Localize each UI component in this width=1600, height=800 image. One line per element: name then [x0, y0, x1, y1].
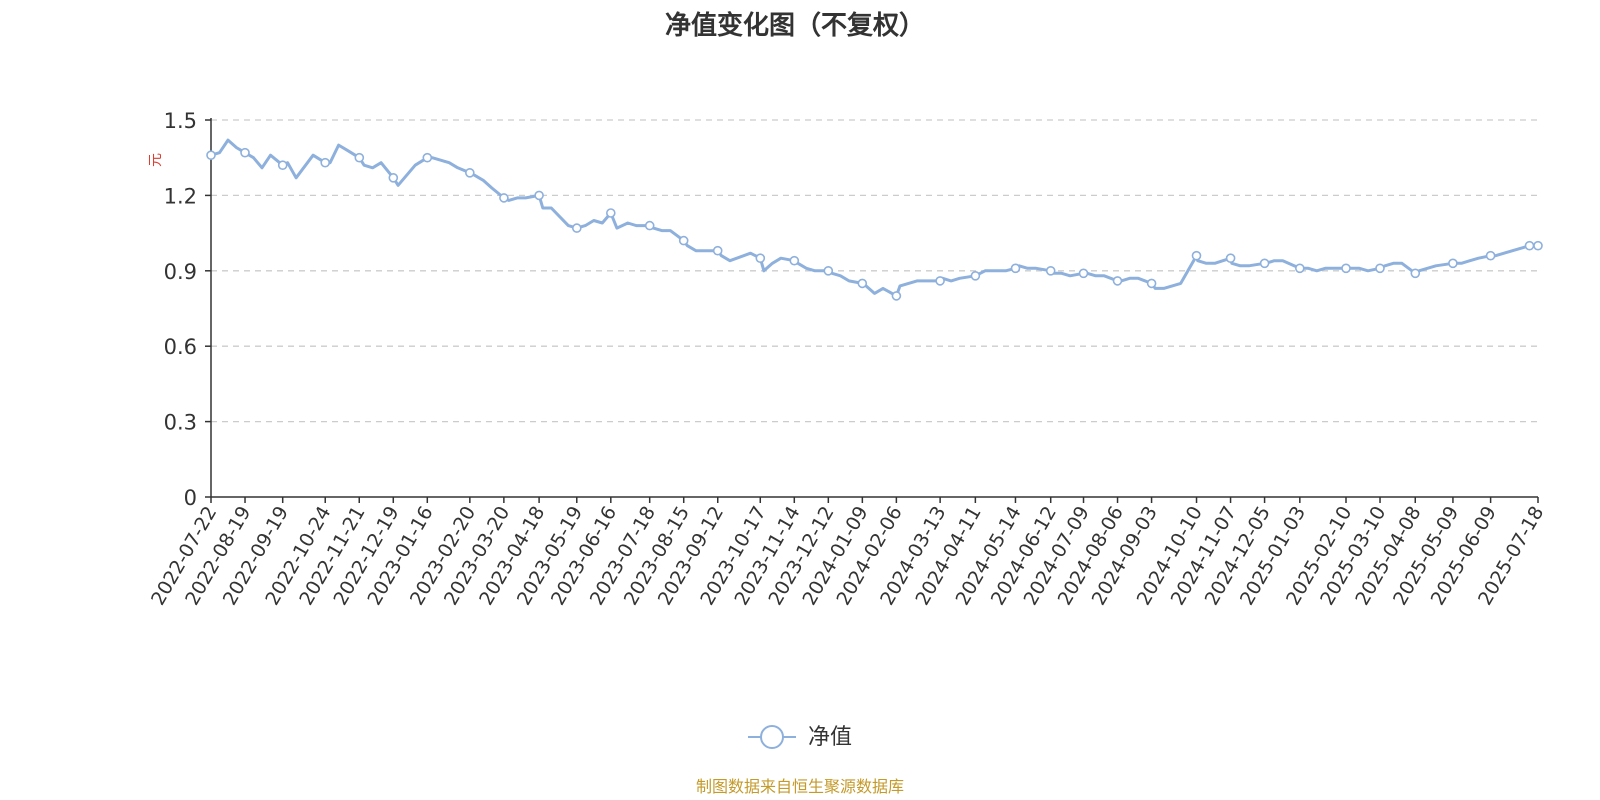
y-tick-label: 0.9	[164, 260, 197, 284]
data-point	[755, 253, 766, 264]
data-point	[240, 147, 250, 158]
data-point	[277, 160, 288, 170]
data-point	[1112, 276, 1123, 286]
legend-circle-marker	[760, 725, 784, 749]
data-point	[388, 173, 399, 183]
data-point	[499, 193, 509, 203]
grid-lines	[211, 119, 1538, 423]
data-point	[1375, 263, 1385, 274]
data-point	[1485, 250, 1496, 261]
data-point	[935, 276, 945, 286]
x-axis-ticks: 2022-07-222022-08-192022-09-192022-10-24…	[147, 497, 1548, 609]
data-point	[1533, 240, 1543, 251]
data-point	[354, 152, 365, 163]
data-source-note: 制图数据来自恒生聚源数据库	[696, 777, 904, 796]
data-point	[1295, 263, 1305, 274]
data-point	[1410, 268, 1421, 279]
y-axis-unit-label: 元	[148, 153, 164, 167]
data-point	[1448, 258, 1458, 269]
data-point	[644, 220, 655, 231]
data-point	[1078, 268, 1089, 279]
chart-title: 净值变化图（不复权）	[665, 10, 925, 41]
series-points	[206, 147, 1543, 301]
data-point	[823, 265, 834, 276]
y-tick-label: 1.5	[164, 109, 197, 133]
y-tick-label: 0.3	[164, 411, 197, 435]
data-point	[712, 245, 723, 256]
data-point	[891, 291, 902, 301]
data-point	[605, 208, 616, 218]
data-point	[1259, 258, 1270, 269]
y-tick-label: 1.2	[164, 184, 197, 208]
legend[interactable]: 净值	[748, 725, 852, 750]
y-tick-label: 0	[184, 486, 197, 510]
data-point	[1225, 253, 1236, 264]
data-point	[464, 168, 475, 178]
series-line-nav	[210, 138, 1538, 298]
data-point	[534, 190, 544, 201]
data-point	[1045, 265, 1056, 276]
data-point	[571, 223, 582, 233]
data-point	[1341, 263, 1351, 274]
data-point	[206, 150, 216, 160]
data-point	[422, 152, 433, 163]
data-point	[678, 235, 689, 246]
data-point	[857, 278, 868, 289]
data-point	[1146, 278, 1157, 289]
y-tick-label: 0.6	[164, 335, 197, 359]
y-axis-ticks: 0 0.3 0.6 0.9 1.2 1.5	[164, 109, 211, 510]
data-point	[1010, 263, 1021, 274]
data-point	[320, 157, 331, 168]
data-point	[789, 255, 800, 266]
legend-label: 净值	[808, 725, 852, 750]
data-point	[1191, 250, 1202, 261]
data-point	[1524, 240, 1535, 251]
data-point	[970, 270, 981, 281]
